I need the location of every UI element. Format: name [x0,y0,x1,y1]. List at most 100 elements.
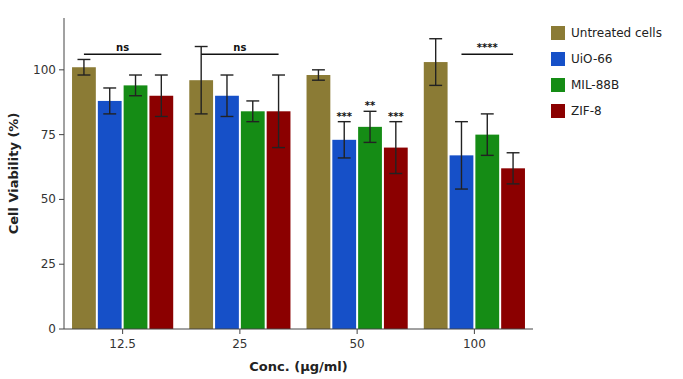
y-tick-label: 100 [33,63,56,77]
y-tick [59,134,64,135]
error-bar [338,122,351,158]
y-tick-label: 75 [41,128,56,142]
significance-label: ** [365,100,376,111]
error-line [395,122,396,174]
y-tick [59,69,64,70]
error-line [512,153,513,184]
significance-bracket [84,54,161,56]
error-cap [364,111,377,112]
error-cap [481,113,494,114]
x-tick-label: 12.5 [109,337,136,351]
significance-label: ns [233,42,246,53]
y-tick-label: 0 [48,322,56,336]
error-cap [77,74,90,75]
x-axis-label: Conc. (μg/ml) [249,359,347,374]
x-tick-label: 50 [349,337,364,351]
error-line [161,75,162,116]
error-cap [507,183,520,184]
error-bar [246,101,259,122]
chart: 025507510012.52550100Conc. (μg/ml)Cell V… [0,0,683,379]
error-line [135,75,136,96]
error-cap [195,113,208,114]
bar [98,101,122,329]
error-bar [155,75,168,116]
error-bar [195,47,208,114]
error-bar [481,114,494,155]
error-line [344,122,345,158]
error-bar [129,75,142,96]
error-cap [103,113,116,114]
error-cap [312,69,325,70]
bar [124,85,148,329]
bar [149,96,173,329]
bar [241,111,265,329]
error-line [226,75,227,116]
error-cap [455,121,468,122]
error-bar [103,88,116,114]
bar [358,127,382,329]
significance-label: ns [116,42,129,53]
x-tick [474,329,475,334]
error-line [487,114,488,155]
error-line [109,88,110,114]
significance-bracket [461,54,513,56]
error-line [461,122,462,189]
error-cap [195,46,208,47]
x-tick [357,329,358,334]
x-axis [64,329,533,330]
y-tick-label: 25 [41,257,56,271]
error-cap [338,157,351,158]
error-bar [429,39,442,86]
error-line [83,59,84,75]
error-cap [155,74,168,75]
error-bar [455,122,468,189]
error-line [318,70,319,80]
x-tick [239,329,240,334]
significance-label: *** [336,111,352,122]
x-tick-label: 25 [232,337,247,351]
bar [384,148,408,329]
error-cap [129,95,142,96]
error-cap [364,142,377,143]
error-cap [246,121,259,122]
error-cap [221,116,234,117]
bar [215,96,239,329]
error-line [200,47,201,114]
bars [72,39,525,329]
error-cap [272,74,285,75]
error-cap [155,116,168,117]
error-bar [312,70,325,80]
bar [72,67,96,329]
error-cap [507,152,520,153]
error-cap [77,59,90,60]
bar [307,75,331,329]
error-bar [272,75,285,148]
y-tick [59,329,64,330]
error-cap [103,87,116,88]
y-tick [59,199,64,200]
legend-swatch [551,26,565,40]
legend-swatch [551,52,565,66]
significance-label: *** [388,111,404,122]
legend-swatch [551,78,565,92]
error-bar [389,122,402,174]
y-tick-label: 50 [41,192,56,206]
legend-label: Untreated cells [571,26,662,40]
bar [501,168,525,329]
legend-label: ZIF-8 [571,104,602,118]
error-line [435,39,436,86]
error-cap [429,85,442,86]
error-cap [272,147,285,148]
error-line [252,101,253,122]
y-axis [64,18,65,329]
error-cap [246,100,259,101]
y-tick [59,264,64,265]
error-cap [389,173,402,174]
y-axis-label: Cell Viability (%) [6,113,21,235]
bar [189,80,213,329]
legend-label: UiO-66 [571,52,613,66]
error-bar [77,59,90,75]
bar [332,140,356,329]
legend-swatch [551,104,565,118]
significance-bracket [201,54,278,56]
